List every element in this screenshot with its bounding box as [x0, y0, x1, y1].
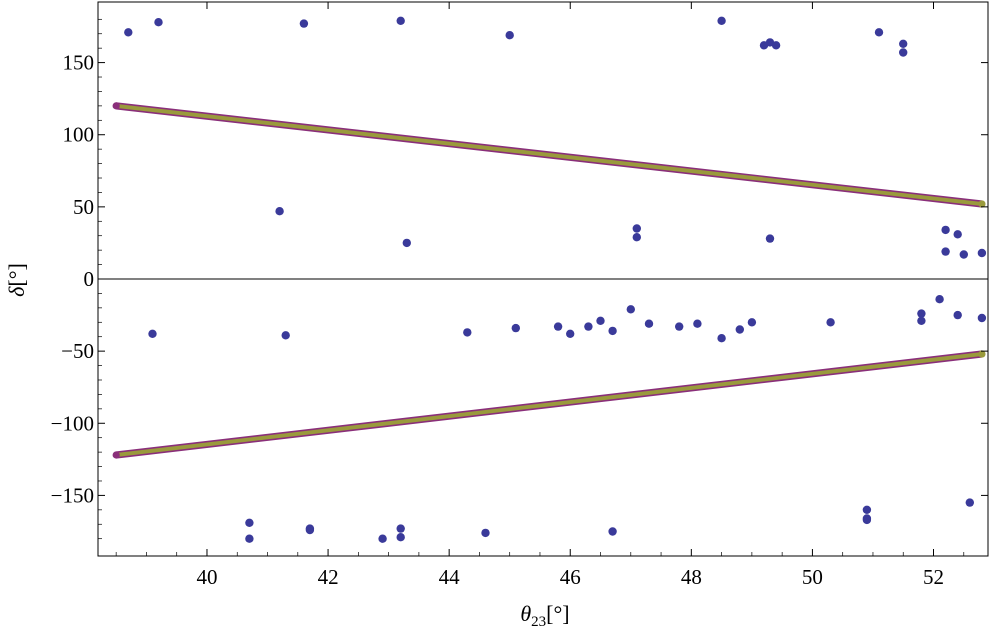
data-point [959, 250, 968, 259]
band-lower-cap-start [112, 451, 120, 459]
data-point [917, 309, 926, 318]
ticks-layer: 40 42 44 46 48 50 52 −150 −100 −50 0 50 100 150 [51, 2, 988, 589]
y-tick-label: −100 [51, 411, 94, 435]
x-tick-label: 52 [923, 565, 944, 589]
y-tick-label: −150 [51, 483, 94, 507]
data-point [511, 323, 520, 333]
band-upper-inner [116, 103, 982, 206]
data-point [917, 316, 926, 325]
data-point [977, 313, 987, 323]
data-point [378, 534, 387, 543]
data-point [396, 16, 405, 25]
data-point [765, 234, 775, 243]
data-point [941, 225, 950, 235]
data-point [644, 319, 654, 328]
band-layer [112, 102, 986, 459]
x-tick-label: 42 [318, 565, 339, 589]
x-axis-symbol: θ [520, 601, 531, 626]
data-point [874, 28, 884, 37]
data-point [862, 515, 872, 525]
data-point [899, 48, 908, 57]
data-point [717, 334, 726, 343]
data-point [553, 322, 563, 331]
x-tick-label: 44 [439, 565, 461, 589]
data-point [505, 31, 514, 40]
data-point [584, 322, 593, 331]
data-point [402, 238, 411, 248]
data-point [596, 316, 605, 325]
data-point [245, 534, 254, 543]
band-lower-inner [116, 352, 982, 457]
data-point [566, 329, 575, 338]
axes-layer [97, 1, 989, 557]
data-point [965, 498, 974, 507]
band-upper-cap-end [978, 200, 986, 208]
data-point [124, 28, 133, 37]
y-axis-unit: [°] [4, 263, 29, 286]
data-point [632, 224, 641, 233]
x-axis-unit: [°] [546, 601, 569, 626]
x-axis-subscript: 23 [531, 614, 546, 630]
data-point [305, 525, 315, 535]
data-point [148, 329, 157, 338]
data-point [771, 41, 781, 50]
x-tick-label: 40 [196, 565, 217, 589]
y-tick-label: 100 [63, 123, 95, 147]
x-tick-label: 46 [560, 565, 581, 589]
data-point [608, 326, 617, 336]
data-point [481, 528, 490, 538]
x-tick-label: 50 [802, 565, 823, 589]
data-point [626, 305, 635, 314]
data-point [717, 16, 726, 25]
data-point [463, 328, 472, 337]
x-axis-title: θ23[°] [520, 601, 569, 630]
x-tick-label: 48 [681, 565, 702, 589]
y-axis-title: δ[°] [4, 263, 29, 297]
data-point [899, 39, 908, 48]
y-tick-label: −50 [61, 339, 94, 363]
band-upper-cap-start [112, 102, 120, 110]
data-point [735, 325, 744, 334]
y-tick-label: 50 [73, 195, 94, 219]
y-tick-label: 150 [63, 51, 95, 75]
data-point [935, 295, 944, 304]
data-point [826, 318, 835, 327]
data-point [154, 18, 163, 27]
data-point [281, 331, 290, 340]
data-point [953, 230, 962, 239]
data-point [977, 248, 987, 258]
data-point [941, 247, 950, 256]
data-point [632, 233, 641, 242]
data-point [862, 505, 872, 514]
data-point [245, 518, 254, 527]
data-point [608, 527, 617, 536]
data-point [953, 310, 962, 320]
y-tick-label: 0 [84, 267, 95, 291]
data-point [675, 322, 684, 331]
data-point [396, 533, 405, 542]
data-point [747, 318, 757, 327]
data-point [396, 524, 405, 533]
data-point [693, 319, 702, 328]
data-point [299, 19, 309, 28]
points-layer [124, 16, 987, 543]
y-axis-symbol: δ [4, 286, 29, 297]
band-lower-cap-end [978, 350, 986, 358]
data-point [275, 207, 284, 216]
